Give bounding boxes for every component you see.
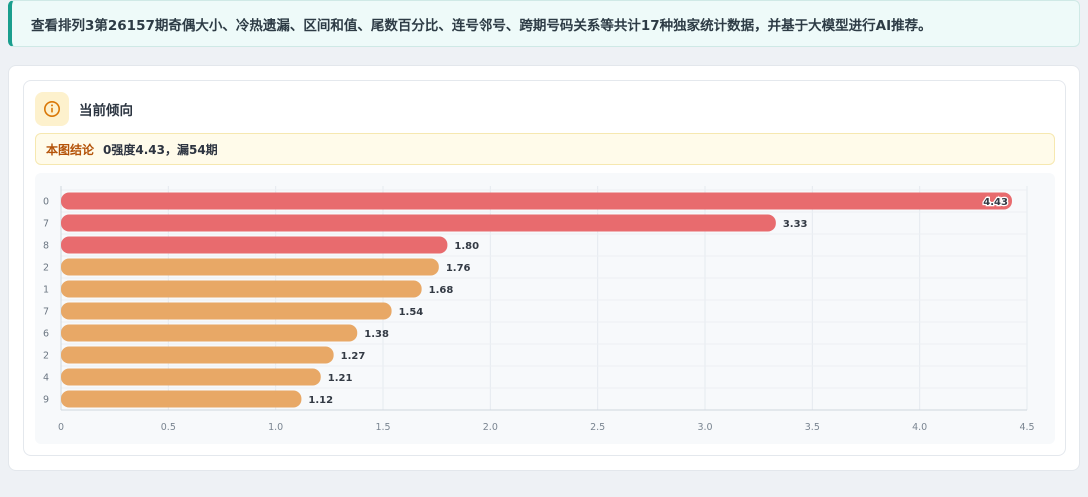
x-tick-label: 1.5 [375, 422, 390, 433]
x-tick-label: 0.5 [161, 422, 176, 433]
bar [61, 346, 334, 364]
x-tick-label: 2.0 [483, 422, 498, 433]
category-label: 9 [43, 395, 49, 406]
category-label: 7 [43, 307, 49, 318]
info-banner: 查看排列3第26157期奇偶大小、冷热遗漏、区间和值、尾数百分比、连号邻号、跨期… [8, 0, 1080, 47]
card-title: 当前倾向 [79, 103, 133, 119]
card-header: 当前倾向 [35, 92, 133, 126]
category-label: 1 [43, 285, 49, 296]
category-label: 2 [43, 351, 49, 362]
bar-value-label: 4.43 [983, 197, 1008, 208]
bar-value-label: 3.33 [783, 219, 808, 230]
conclusion-bar: 本图结论 0强度4.43，漏54期 [35, 133, 1055, 165]
bar-value-label: 1.68 [429, 285, 454, 296]
bar [61, 368, 321, 386]
chart-area: 0 0.5 1.0 1.5 2.0 2.5 3.0 3.5 4.0 4.5 0 4.43 7 3.33 8 1… [35, 173, 1055, 444]
bar-value-label: 1.27 [341, 351, 366, 362]
bar [61, 324, 358, 342]
x-tick-label: 0 [58, 422, 64, 433]
x-tick-label: 4.0 [912, 422, 927, 433]
conclusion-text: 0强度4.43，漏54期 [103, 142, 218, 157]
bar [61, 214, 776, 232]
bar-chart: 0 0.5 1.0 1.5 2.0 2.5 3.0 3.5 4.0 4.5 0 4.43 7 3.33 8 1… [43, 186, 1035, 433]
bar-value-label: 1.76 [446, 263, 471, 274]
bar [61, 192, 1012, 210]
x-tick-label: 3.5 [805, 422, 820, 433]
bar-value-label: 1.12 [308, 395, 333, 406]
conclusion-label: 本图结论 [46, 142, 95, 157]
category-label: 0 [43, 197, 49, 208]
category-label: 4 [43, 373, 49, 384]
x-tick-label: 4.5 [1019, 422, 1034, 433]
info-icon [35, 92, 69, 126]
banner-text: 查看排列3第26157期奇偶大小、冷热遗漏、区间和值、尾数百分比、连号邻号、跨期… [31, 17, 932, 34]
bar-value-label: 1.38 [364, 329, 389, 340]
category-label: 2 [43, 263, 49, 274]
bar-value-label: 1.54 [399, 307, 424, 318]
x-tick-label: 2.5 [590, 422, 605, 433]
bar-value-label: 1.21 [328, 373, 353, 384]
content-panel: 当前倾向 本图结论 0强度4.43，漏54期 0 0.5 1.0 1.5 2.0 2.5 3… [8, 65, 1080, 471]
bar [61, 302, 392, 320]
tendency-card: 当前倾向 本图结论 0强度4.43，漏54期 0 0.5 1.0 1.5 2.0 2.5 3… [23, 80, 1066, 456]
bar [61, 280, 422, 298]
bar [61, 390, 302, 408]
x-tick-label: 1.0 [268, 422, 283, 433]
bar [61, 258, 439, 276]
category-label: 7 [43, 219, 49, 230]
category-label: 6 [43, 329, 49, 340]
bar [61, 236, 448, 254]
x-tick-label: 3.0 [697, 422, 712, 433]
category-label: 8 [43, 241, 49, 252]
bar-value-label: 1.80 [454, 241, 479, 252]
